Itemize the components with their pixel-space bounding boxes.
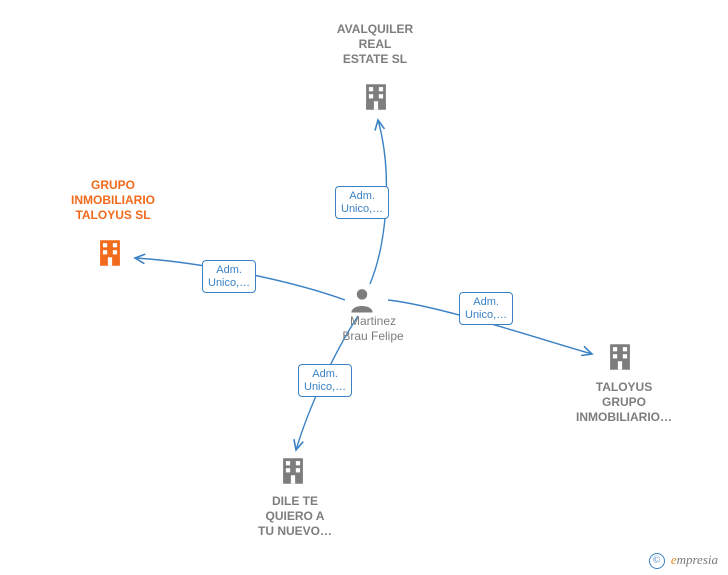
node-label: DILE TE QUIERO A TU NUEVO… bbox=[240, 494, 350, 539]
edge-arrowhead bbox=[375, 120, 384, 131]
node-label: GRUPO INMOBILIARIO TALOYUS SL bbox=[58, 178, 168, 223]
copyright-symbol: © bbox=[649, 553, 665, 569]
building-icon bbox=[603, 340, 637, 379]
edge-label: Adm. Unico,… bbox=[298, 364, 352, 397]
edge-arrowhead bbox=[294, 439, 303, 450]
edge-label: Adm. Unico,… bbox=[335, 186, 389, 219]
edge-label: Adm. Unico,… bbox=[459, 292, 513, 325]
center-node-label: Martinez Brau Felipe bbox=[333, 314, 413, 344]
edge-arrowhead bbox=[135, 254, 145, 264]
node-label: TALOYUS GRUPO INMOBILIARIO… bbox=[564, 380, 684, 425]
footer-credit: © empresia bbox=[649, 552, 718, 569]
building-icon bbox=[359, 80, 393, 119]
edge-arrowhead bbox=[581, 346, 592, 355]
node-label: AVALQUILER REAL ESTATE SL bbox=[325, 22, 425, 67]
brand-rest: mpresia bbox=[677, 552, 718, 567]
edge-label: Adm. Unico,… bbox=[202, 260, 256, 293]
building-icon bbox=[93, 236, 127, 275]
building-icon bbox=[276, 454, 310, 493]
